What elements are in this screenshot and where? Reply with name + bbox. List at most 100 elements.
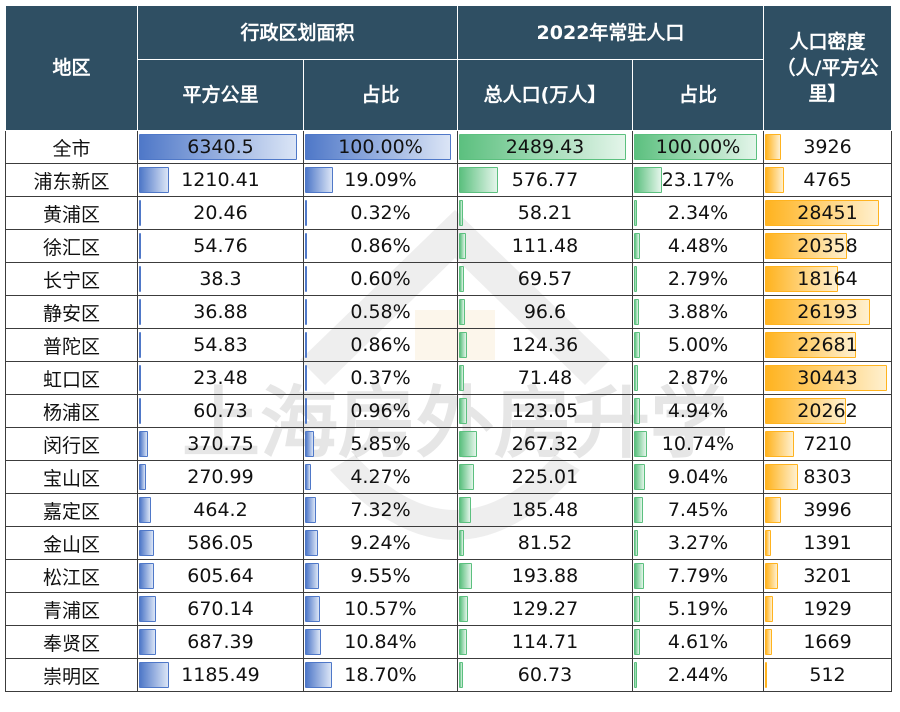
population-cell-value: 58.21 xyxy=(517,202,573,224)
region-header: 地区 xyxy=(5,5,138,131)
population-share-cell: 5.00% xyxy=(632,328,764,362)
population-cell: 225.01 xyxy=(457,460,633,494)
table-row: 金山区 586.05 9.24% 81.52 3.27% 1391 xyxy=(5,526,892,560)
area-cell-bar xyxy=(139,662,169,688)
area-share-cell-value: 0.58% xyxy=(350,301,411,323)
density-cell-value: 1929 xyxy=(803,598,852,620)
region-cell: 闵行区 xyxy=(5,427,138,461)
population-cell-bar xyxy=(459,398,467,424)
population-cell-bar xyxy=(459,662,463,688)
density-cell: 22681 xyxy=(763,328,892,362)
region-cell-value: 杨浦区 xyxy=(42,401,100,424)
area-cell: 54.83 xyxy=(137,328,304,362)
table-row: 青浦区 670.14 10.57% 129.27 5.19% 1929 xyxy=(5,592,892,626)
table-body: 全市 6340.5 100.00% 2489.43 100.00% 3926 浦东新区 121… xyxy=(5,130,892,692)
density-cell-bar xyxy=(765,233,847,259)
area-cell-value: 270.99 xyxy=(187,466,254,488)
area-cell-bar xyxy=(139,530,154,556)
population-share-cell-bar xyxy=(634,596,640,622)
area-share-cell-bar xyxy=(305,662,332,688)
population-share-cell: 5.19% xyxy=(632,592,764,626)
population-cell-bar xyxy=(459,134,626,160)
table-row: 徐汇区 54.76 0.86% 111.48 4.48% 20358 xyxy=(5,229,892,263)
region-cell: 徐汇区 xyxy=(5,229,138,263)
table-row: 长宁区 38.3 0.60% 69.57 2.79% 18164 xyxy=(5,262,892,296)
area-share-cell: 0.58% xyxy=(303,295,458,329)
population-cell-value: 69.57 xyxy=(517,268,573,290)
area-group-header: 行政区划面积 xyxy=(137,5,458,60)
region-cell: 崇明区 xyxy=(5,658,138,692)
area-share-cell-bar xyxy=(305,497,316,523)
population-share-cell-value: 2.87% xyxy=(667,367,729,389)
density-cell-value: 7210 xyxy=(803,433,852,455)
population-share-cell-value: 3.88% xyxy=(667,301,729,323)
region-cell: 浦东新区 xyxy=(5,163,138,197)
population-share-cell-bar xyxy=(634,167,662,193)
region-cell-value: 崇明区 xyxy=(42,665,100,688)
population-cell-value: 225.01 xyxy=(511,466,579,488)
area-cell-bar xyxy=(139,398,141,424)
region-cell: 长宁区 xyxy=(5,262,138,296)
density-cell: 28451 xyxy=(763,196,892,230)
population-share-cell: 2.34% xyxy=(632,196,764,230)
density-cell: 26193 xyxy=(763,295,892,329)
population-share-cell-bar xyxy=(634,662,637,688)
region-cell: 杨浦区 xyxy=(5,394,138,428)
area-cell-value: 38.3 xyxy=(199,268,242,290)
area-share-cell: 9.55% xyxy=(303,559,458,593)
area-cell-value: 586.05 xyxy=(187,532,254,554)
population-cell: 114.71 xyxy=(457,625,633,659)
population-cell-bar xyxy=(459,233,466,259)
density-cell-bar xyxy=(765,200,879,226)
population-share-cell-value: 4.61% xyxy=(667,631,729,653)
region-cell-value: 普陀区 xyxy=(42,335,100,358)
population-cell: 193.88 xyxy=(457,559,633,593)
population-cell-value: 123.05 xyxy=(511,400,579,422)
area-share-cell-bar xyxy=(305,563,319,589)
area-share-cell-value: 0.86% xyxy=(350,235,411,257)
population-cell-bar xyxy=(459,332,467,358)
density-cell-value: 30443 xyxy=(797,367,858,389)
density-cell: 1391 xyxy=(763,526,892,560)
density-cell-value: 20358 xyxy=(797,235,858,257)
population-share-cell-value: 2.79% xyxy=(667,268,729,290)
area-share-cell: 100.00% xyxy=(303,130,458,164)
area-share-cell-value: 0.86% xyxy=(350,334,411,356)
density-cell: 3996 xyxy=(763,493,892,527)
area-share-cell-value: 18.70% xyxy=(344,664,417,686)
area-sqkm-header: 平方公里 xyxy=(137,59,304,131)
area-cell-value: 464.2 xyxy=(193,499,248,521)
area-cell-value: 1210.41 xyxy=(181,169,260,191)
area-cell-value: 1185.49 xyxy=(181,664,260,686)
population-cell: 267.32 xyxy=(457,427,633,461)
area-cell-bar xyxy=(139,563,154,589)
population-share-header: 占比 xyxy=(632,59,764,131)
density-cell: 30443 xyxy=(763,361,892,395)
region-cell-value: 徐汇区 xyxy=(42,236,100,259)
population-share-cell-bar xyxy=(634,365,638,391)
density-cell-bar xyxy=(765,596,773,622)
population-share-cell-value: 10.74% xyxy=(661,433,735,455)
table-row: 浦东新区 1210.41 19.09% 576.77 23.17% 4765 xyxy=(5,163,892,197)
area-share-cell-bar xyxy=(305,332,307,358)
area-cell: 1210.41 xyxy=(137,163,304,197)
density-cell-bar xyxy=(765,497,781,523)
population-cell: 124.36 xyxy=(457,328,633,362)
area-share-cell: 10.84% xyxy=(303,625,458,659)
area-cell-bar xyxy=(139,596,156,622)
population-cell-value: 60.73 xyxy=(517,664,573,686)
area-cell: 270.99 xyxy=(137,460,304,494)
area-cell: 38.3 xyxy=(137,262,304,296)
population-share-cell-value: 23.17% xyxy=(661,169,735,191)
population-cell-value: 129.27 xyxy=(511,598,579,620)
density-cell-bar xyxy=(765,629,772,655)
table-row: 黄浦区 20.46 0.32% 58.21 2.34% 28451 xyxy=(5,196,892,230)
population-group-header: 2022年常驻人口 xyxy=(457,5,764,60)
region-cell-value: 嘉定区 xyxy=(42,500,100,523)
region-cell: 松江区 xyxy=(5,559,138,593)
area-cell-bar xyxy=(139,431,148,457)
density-cell: 1669 xyxy=(763,625,892,659)
density-cell: 3926 xyxy=(763,130,892,164)
area-cell-bar xyxy=(139,167,169,193)
table-row: 宝山区 270.99 4.27% 225.01 9.04% 8303 xyxy=(5,460,892,494)
